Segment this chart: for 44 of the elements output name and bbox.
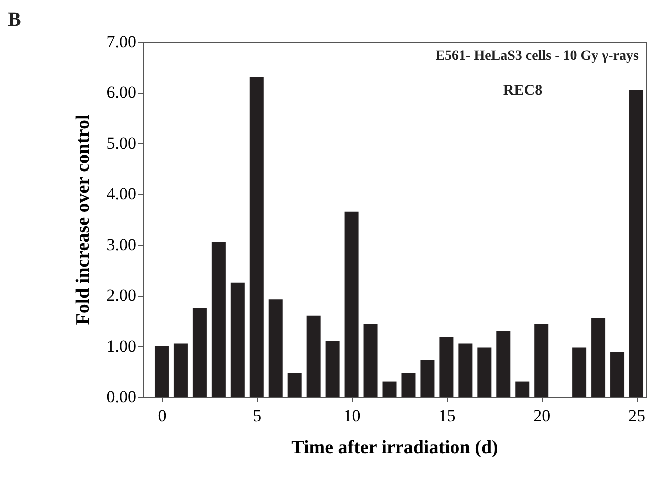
x-tick-label: 20 <box>534 406 551 426</box>
bar <box>268 300 283 397</box>
x-tick-label: 25 <box>628 406 646 426</box>
bar <box>344 212 359 397</box>
bar <box>478 348 492 397</box>
bar <box>326 341 340 397</box>
bar <box>610 352 625 397</box>
bar <box>230 282 245 397</box>
bar <box>364 324 378 397</box>
bar <box>250 78 264 397</box>
y-axis-title: Fold increase over control <box>72 114 94 326</box>
x-tick-label: 0 <box>158 406 167 426</box>
bar <box>458 344 473 397</box>
x-tick-label: 5 <box>253 406 262 426</box>
bar <box>174 344 188 397</box>
y-tick-label: 1.00 <box>106 336 136 356</box>
bar <box>154 346 169 397</box>
bar <box>534 324 549 397</box>
y-tick-label: 4.00 <box>106 184 136 204</box>
bar <box>592 318 606 397</box>
bar <box>402 373 416 397</box>
bar <box>516 382 530 397</box>
bar <box>212 242 226 397</box>
bar <box>440 337 454 397</box>
text: B <box>8 9 22 31</box>
bar <box>572 348 587 397</box>
bar <box>630 90 644 397</box>
x-tick-label: 15 <box>438 406 456 426</box>
y-tick-label: 6.00 <box>106 83 136 102</box>
annotation: REC8 <box>503 83 543 99</box>
x-axis-title: Time after irradiation (d) <box>292 438 498 458</box>
y-tick-label: 7.00 <box>106 32 136 52</box>
y-tick-label: 3.00 <box>106 235 136 254</box>
bar <box>382 382 397 397</box>
x-tick-label: 10 <box>344 406 361 426</box>
bar <box>288 373 302 397</box>
bar <box>306 316 321 397</box>
annotation: E561- HeLaS3 cells - 10 Gy γ-rays <box>436 49 640 64</box>
bar <box>496 331 511 397</box>
y-tick-label: 5.00 <box>106 134 136 153</box>
bar <box>192 308 207 397</box>
bar <box>420 360 435 397</box>
y-tick-label: 2.00 <box>106 286 136 306</box>
y-tick-label: 0.00 <box>106 388 136 406</box>
